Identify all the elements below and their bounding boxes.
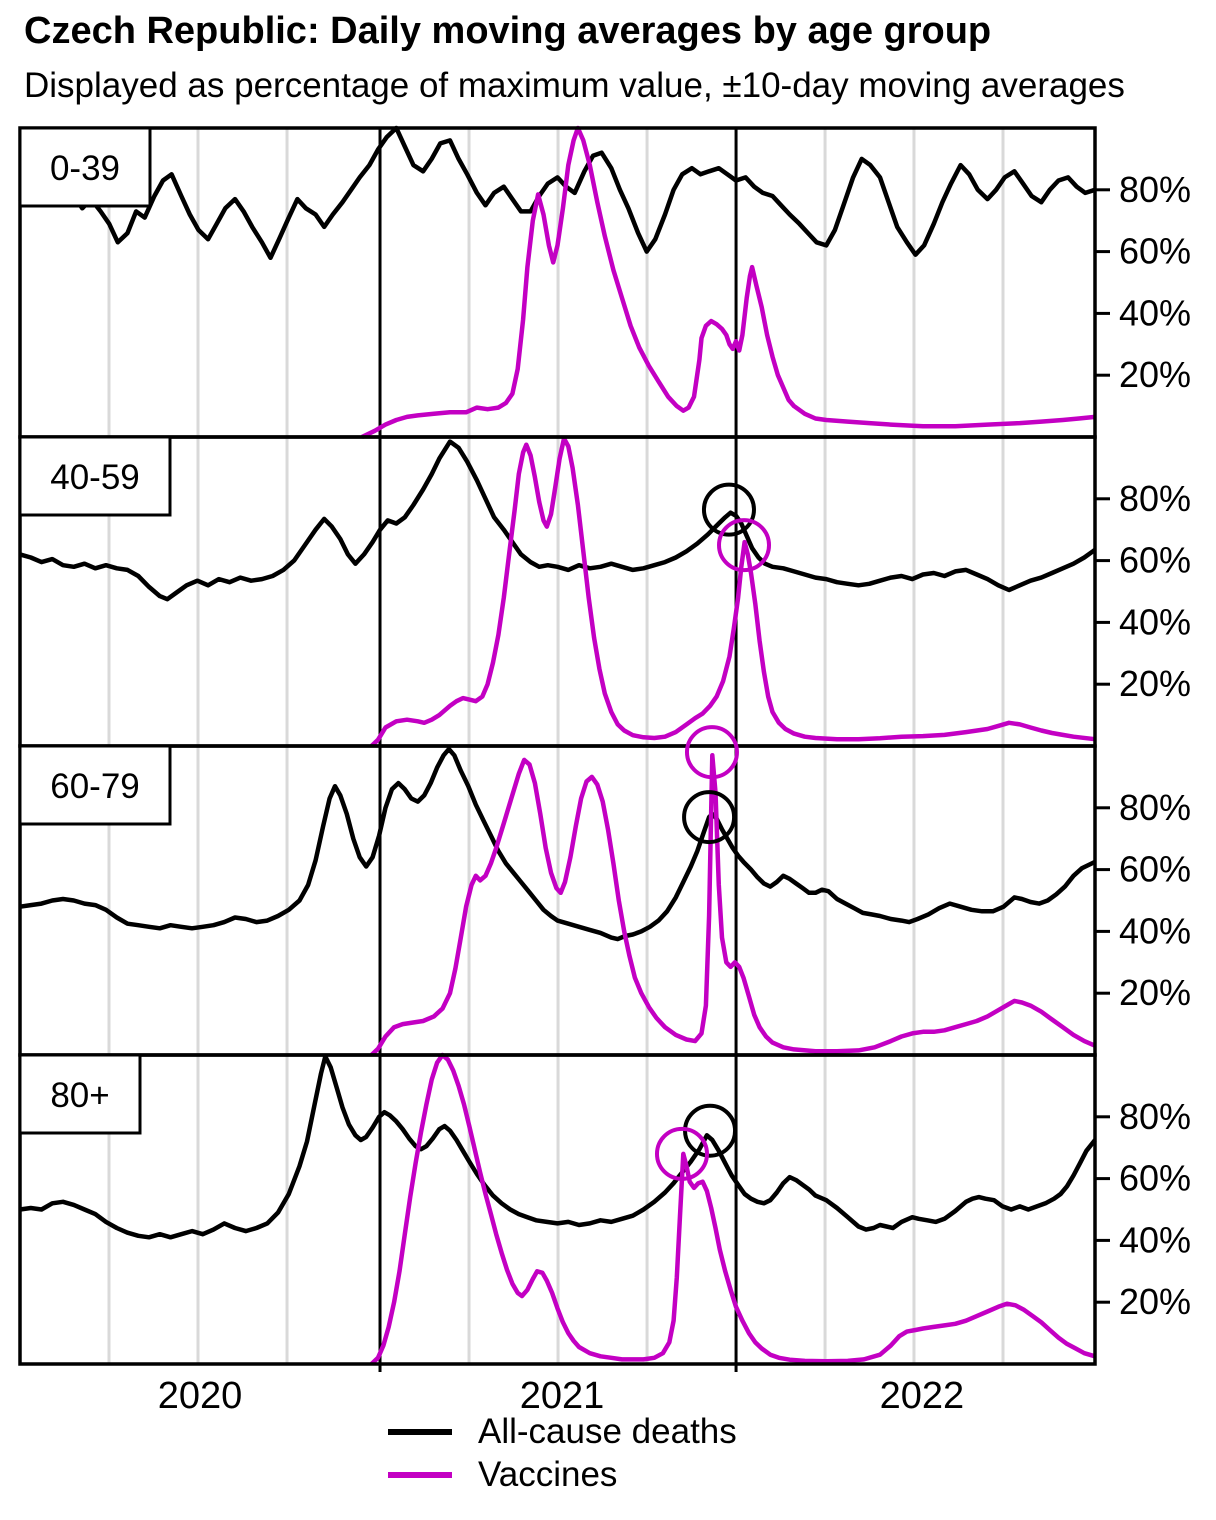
y-tick-label: 20% bbox=[1119, 972, 1191, 1013]
y-tick-label: 20% bbox=[1119, 663, 1191, 704]
deaths-line bbox=[19, 1054, 1097, 1240]
x-tick-label: 2020 bbox=[158, 1375, 243, 1417]
vaccines-line bbox=[369, 1052, 1096, 1366]
y-tick-label: 40% bbox=[1119, 601, 1191, 642]
y-tick-label: 40% bbox=[1119, 1219, 1191, 1260]
y-tick-label: 20% bbox=[1119, 354, 1191, 395]
annotation-circle-vaccines bbox=[684, 725, 739, 780]
annotation-circle-deaths bbox=[682, 790, 737, 845]
y-tick-label: 80% bbox=[1119, 1096, 1191, 1137]
x-tick-label: 2022 bbox=[880, 1375, 965, 1417]
legend-label-vaccines: Vaccines bbox=[478, 1454, 618, 1494]
y-tick-label: 60% bbox=[1119, 231, 1191, 272]
annotation-circle-deaths bbox=[701, 482, 756, 537]
deaths-line bbox=[18, 125, 1096, 261]
panel-label: 80+ bbox=[50, 1076, 109, 1115]
panel-label-box bbox=[18, 744, 172, 826]
panel-label: 40-59 bbox=[50, 458, 140, 497]
legend-item-deaths: All-cause deaths bbox=[388, 1410, 737, 1453]
vaccines-line bbox=[369, 436, 1096, 748]
panel-label-box bbox=[18, 435, 172, 517]
y-tick-label: 60% bbox=[1119, 540, 1191, 581]
x-tick-label: 2021 bbox=[520, 1375, 605, 1417]
vaccines-line bbox=[369, 753, 1096, 1057]
deaths-line bbox=[19, 439, 1097, 602]
panel-60-79 bbox=[19, 746, 1096, 1057]
panel-label: 60-79 bbox=[50, 767, 140, 806]
y-tick-label: 80% bbox=[1119, 169, 1191, 210]
legend: All-cause deaths Vaccines bbox=[388, 1410, 737, 1496]
y-tick-label: 60% bbox=[1119, 1158, 1191, 1199]
chart-title: Czech Republic: Daily moving averages by… bbox=[24, 10, 992, 52]
panel-border bbox=[18, 1053, 1097, 1366]
vaccines-line bbox=[360, 125, 1096, 440]
y-tick-label: 20% bbox=[1119, 1281, 1191, 1322]
y-tick-label: 80% bbox=[1119, 787, 1191, 828]
legend-item-vaccines: Vaccines bbox=[388, 1453, 737, 1496]
deaths-line bbox=[19, 746, 1096, 942]
y-tick-label: 60% bbox=[1119, 849, 1191, 890]
y-tick-label: 80% bbox=[1119, 478, 1191, 519]
y-tick-label: 40% bbox=[1119, 910, 1191, 951]
panel-label: 0-39 bbox=[50, 149, 120, 188]
annotation-circle-vaccines bbox=[654, 1126, 709, 1181]
y-tick-label: 40% bbox=[1119, 292, 1191, 333]
annotation-circle-vaccines bbox=[717, 518, 772, 573]
deaths-line-swatch bbox=[388, 1428, 452, 1435]
panel-0-39 bbox=[18, 125, 1096, 440]
panel-label-box bbox=[18, 1053, 142, 1135]
panel-40-59 bbox=[19, 436, 1097, 748]
panel-80plus bbox=[19, 1052, 1097, 1366]
vaccines-line-swatch bbox=[388, 1471, 452, 1478]
legend-label-deaths: All-cause deaths bbox=[478, 1411, 737, 1451]
chart-subtitle: Displayed as percentage of maximum value… bbox=[24, 66, 1125, 105]
panel-label-box bbox=[18, 126, 152, 208]
